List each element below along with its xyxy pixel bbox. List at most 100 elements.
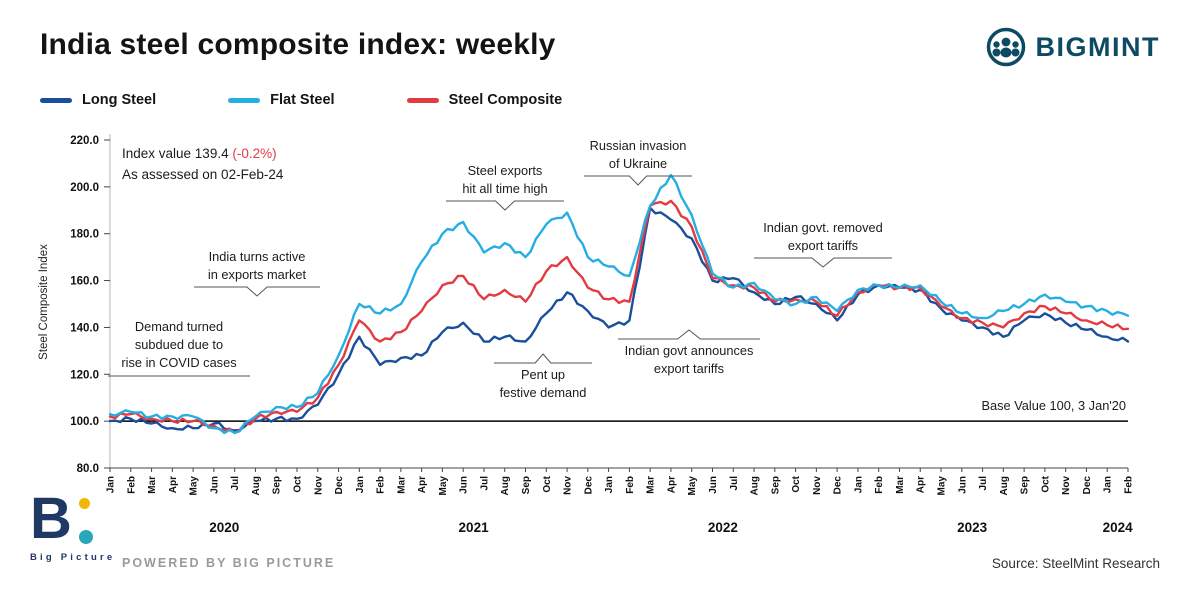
page-title: India steel composite index: weekly (40, 28, 556, 61)
svg-text:Jul: Jul (978, 476, 989, 491)
svg-text:Dec: Dec (583, 476, 594, 495)
brand-name: BIGMINT (1035, 31, 1160, 62)
svg-text:Aug: Aug (999, 476, 1010, 495)
tariffs-announced-note: Indian govt announces export tariffs (618, 328, 760, 378)
svg-text:Oct: Oct (791, 475, 802, 492)
svg-text:Oct: Oct (1040, 475, 1051, 492)
svg-text:Jun: Jun (708, 476, 719, 494)
svg-text:Jul: Jul (230, 476, 241, 491)
svg-text:180.0: 180.0 (70, 229, 99, 241)
svg-text:Jul: Jul (479, 476, 490, 491)
svg-text:Dec: Dec (334, 476, 345, 495)
exports-high-note: Steel exports hit all time high (446, 162, 564, 212)
svg-text:Jun: Jun (209, 476, 220, 494)
big-picture-logo: B Big Picture (30, 490, 126, 564)
svg-text:Apr: Apr (168, 476, 179, 493)
svg-text:Dec: Dec (833, 476, 844, 495)
index-note-line1: Index value 139.4 (-0.2%) (122, 146, 277, 161)
svg-text:Oct: Oct (292, 475, 303, 492)
covid-note-leader-line (108, 374, 250, 386)
legend-label-flat-steel: Flat Steel (270, 92, 335, 108)
bigmint-people-circle-icon (986, 27, 1025, 67)
svg-text:Sep: Sep (521, 476, 532, 494)
legend-label-steel-composite: Steel Composite (448, 92, 563, 108)
year-label-2020: 2020 (209, 520, 239, 535)
svg-text:Apr: Apr (666, 476, 677, 493)
pent-up-leader-line (494, 352, 592, 364)
svg-text:200.0: 200.0 (70, 182, 99, 194)
svg-text:160.0: 160.0 (70, 276, 99, 288)
svg-text:Apr: Apr (417, 476, 428, 493)
source-text: Source: SteelMint Research (991, 556, 1160, 571)
index-value-note: Index value 139.4 (-0.2%) As assessed on… (122, 144, 352, 186)
svg-text:Mar: Mar (895, 476, 906, 494)
chart-legend: Long Steel Flat Steel Steel Composite (40, 92, 562, 108)
svg-text:140.0: 140.0 (70, 322, 99, 334)
svg-text:Nov: Nov (812, 476, 823, 495)
year-label-2024: 2024 (1103, 520, 1134, 535)
exports-high-leader-line (446, 200, 564, 212)
big-picture-logo-mark: B (30, 490, 126, 548)
powered-by-text: POWERED BY BIG PICTURE (122, 556, 336, 570)
svg-text:May: May (438, 476, 449, 496)
year-label-2023: 2023 (957, 520, 988, 535)
svg-text:Aug: Aug (750, 476, 761, 495)
exports-market-note: India turns active in exports market (194, 248, 320, 298)
svg-text:May: May (687, 476, 698, 496)
series-line-steel-composite (108, 199, 1130, 435)
bigmint-logo: BIGMINT (985, 26, 1161, 68)
svg-text:Feb: Feb (126, 476, 137, 494)
legend-label-long-steel: Long Steel (82, 92, 157, 108)
svg-text:Jun: Jun (957, 476, 968, 494)
svg-text:100.0: 100.0 (70, 416, 99, 428)
pent-up-demand-note: Pent up festive demand (494, 352, 592, 402)
legend-item-long-steel: Long Steel (40, 92, 156, 108)
svg-text:Jan: Jan (1103, 476, 1114, 493)
svg-text:Sep: Sep (770, 476, 781, 494)
svg-text:Mar: Mar (396, 476, 407, 494)
tariffs-removed-note: Indian govt. removed export tariffs (754, 219, 892, 269)
legend-swatch-steel-composite (406, 97, 439, 103)
svg-text:Feb: Feb (376, 476, 387, 494)
series-line-flat-steel (108, 173, 1130, 435)
legend-item-flat-steel: Flat Steel (228, 92, 335, 108)
svg-text:Mar: Mar (646, 476, 657, 494)
big-picture-colon-dots-icon (78, 498, 93, 544)
svg-text:May: May (189, 476, 200, 496)
svg-text:Aug: Aug (251, 476, 262, 495)
tariffs-removed-leader-line (754, 257, 892, 269)
svg-text:Apr: Apr (916, 476, 927, 493)
legend-swatch-long-steel (40, 97, 72, 103)
svg-text:Feb: Feb (625, 476, 636, 494)
chart-axes: 80.0 100.0 120.0 140.0 160.0 180.0 200.0 220.0 J… (70, 134, 1135, 535)
russian-invasion-leader-line (584, 175, 692, 187)
legend-item-steel-composite: Steel Composite (406, 92, 563, 108)
svg-text:Aug: Aug (500, 476, 511, 495)
svg-text:Nov: Nov (1061, 476, 1072, 495)
svg-text:Sep: Sep (1020, 476, 1031, 494)
svg-text:Jan: Jan (106, 476, 117, 493)
svg-text:Nov: Nov (313, 476, 324, 495)
chart-series (108, 173, 1130, 435)
svg-text:Dec: Dec (1082, 476, 1093, 495)
exports-market-leader-line (194, 286, 320, 298)
svg-text:Jul: Jul (729, 476, 740, 491)
tariffs-announced-leader-line (618, 328, 760, 340)
svg-text:Jan: Jan (853, 476, 864, 493)
svg-text:Jan: Jan (604, 476, 615, 493)
legend-swatch-flat-steel (228, 97, 261, 103)
svg-text:Jun: Jun (459, 476, 470, 494)
svg-text:220.0: 220.0 (70, 135, 99, 147)
svg-text:Nov: Nov (563, 476, 574, 495)
base-value-note: Base Value 100, 3 Jan'20 (981, 398, 1126, 413)
big-picture-logo-text: Big Picture (30, 552, 116, 563)
svg-text:Feb: Feb (874, 476, 885, 494)
svg-text:May: May (937, 476, 948, 496)
year-label-2022: 2022 (708, 520, 738, 535)
index-note-delta: (-0.2%) (232, 146, 277, 161)
svg-text:Feb: Feb (1124, 476, 1135, 494)
svg-text:Mar: Mar (147, 476, 158, 494)
covid-demand-note: Demand turned subdued due to rise in COV… (108, 318, 250, 386)
svg-text:Oct: Oct (542, 475, 553, 492)
